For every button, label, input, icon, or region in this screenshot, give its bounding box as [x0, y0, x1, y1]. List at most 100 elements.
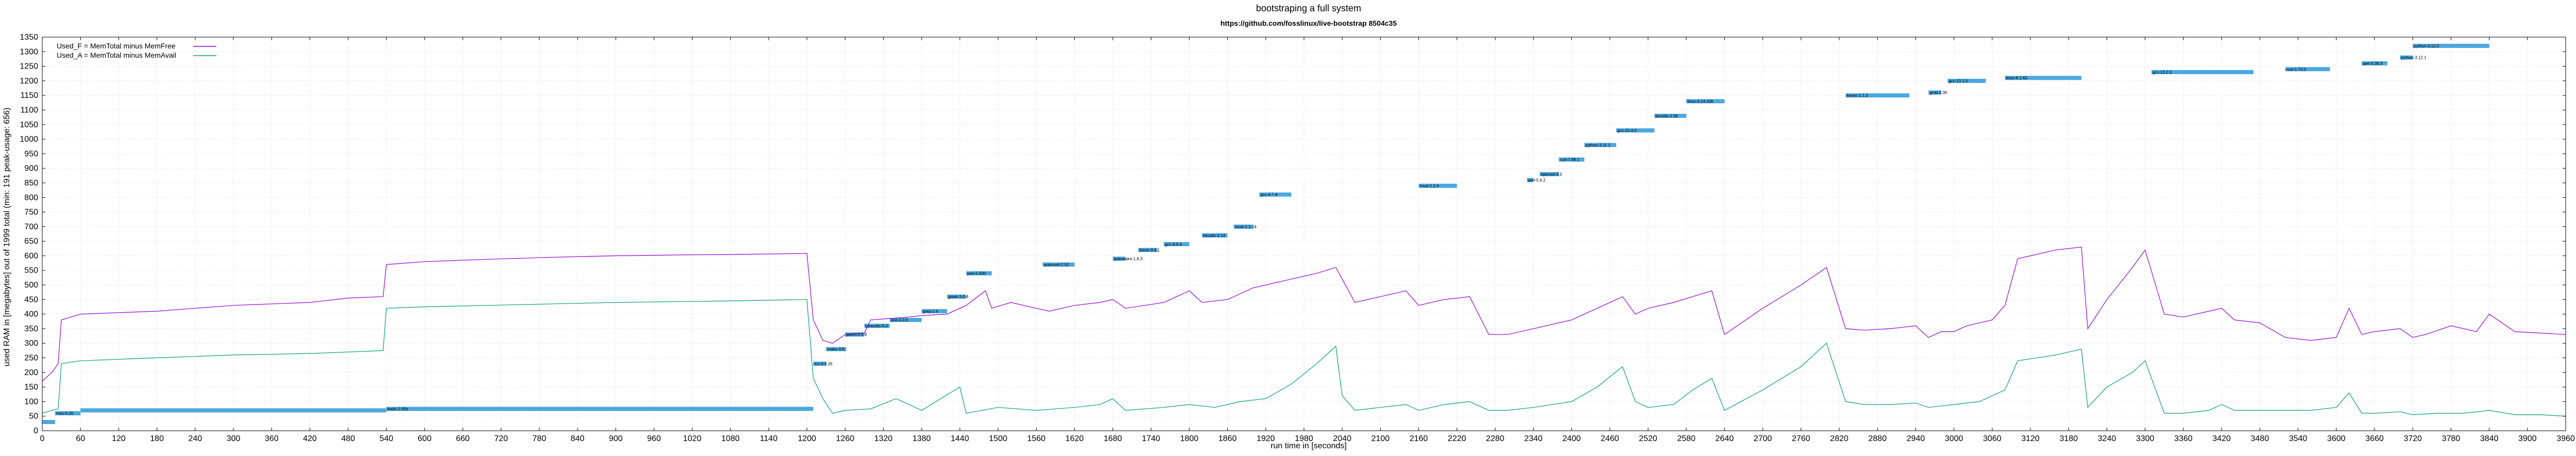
x-tick-label: 1320: [874, 434, 893, 443]
build-step-label: gcc-10.4.0: [1617, 128, 1637, 133]
build-step-bar: [921, 309, 947, 313]
build-step-bar: [2005, 76, 2081, 80]
build-step-bar: [386, 407, 814, 411]
build-step-label: perl-5.6.2: [1528, 178, 1546, 182]
x-tick-label: 60: [76, 434, 85, 443]
x-tick-label: 2460: [1601, 434, 1619, 443]
x-tick-label: 2640: [1716, 434, 1734, 443]
build-step-bar: [845, 332, 865, 337]
x-tick-label: 900: [609, 434, 623, 443]
x-tick-label: 2760: [1792, 434, 1810, 443]
build-step-label: tcc-0.9.26: [815, 362, 833, 366]
build-step-bar: [1947, 78, 1986, 83]
x-tick-label: 2280: [1486, 434, 1504, 443]
x-tick-label: 1200: [798, 434, 816, 443]
build-step-bar: [1527, 178, 1534, 182]
x-tick-label: 2400: [1563, 434, 1581, 443]
y-tick-label: 300: [24, 339, 38, 348]
y-tick-label: 1100: [21, 106, 39, 114]
x-tick-label: 3600: [2327, 434, 2346, 443]
y-tick-label: 1200: [20, 77, 38, 86]
build-step-bar: [1584, 143, 1617, 147]
y-tick-label: 950: [24, 149, 38, 158]
y-tick-label: 350: [24, 325, 38, 333]
y-tick-label: 450: [24, 295, 38, 304]
build-step-label: grub-2.06: [1929, 91, 1947, 95]
build-step-bar: [966, 271, 992, 276]
build-step-label: gcc-4.0.4: [1165, 242, 1182, 247]
y-tick-label: 1150: [21, 91, 39, 100]
x-tick-label: 2040: [1333, 434, 1351, 443]
build-step-label: gcc-13.1.0: [1948, 79, 1968, 83]
build-step-label: python-3.12.1: [2401, 56, 2426, 60]
x-tick-label: 3420: [2212, 434, 2231, 443]
build-step-label: musl-1.2.4: [1420, 184, 1439, 189]
x-tick-label: 360: [265, 434, 279, 443]
x-tick-label: 3180: [2059, 434, 2078, 443]
x-tick-label: 1980: [1295, 434, 1313, 443]
build-step-label: python-3.12.0: [2414, 44, 2439, 48]
x-tick-label: 3840: [2480, 434, 2499, 443]
build-step-label: perl-5.36.3: [2363, 61, 2383, 66]
build-step-bar: [2400, 55, 2413, 60]
x-tick-label: 420: [303, 434, 317, 443]
build-step-bar: [2413, 43, 2489, 48]
build-step-label: bison-3.4.1: [1139, 248, 1160, 252]
build-step-bar: [1259, 192, 1292, 197]
x-tick-label: 1800: [1180, 434, 1199, 443]
x-tick-label: 3000: [1945, 434, 1963, 443]
x-tick-label: 2700: [1754, 434, 1772, 443]
y-tick-label: 700: [24, 223, 38, 231]
build-step-label: linux-4.14.336: [1687, 99, 1714, 104]
build-step-label: gawk-3.0.4: [948, 295, 969, 299]
build-step-bar: [1928, 90, 1941, 95]
bar-labels: mes-0.26 bash-2.05b tcc-0.9.26 make-3.82 pat…: [56, 44, 2439, 416]
axes: 0 60 120 180 240 300 360 420 480 540 600 660 720 780 8…: [20, 33, 2574, 443]
x-tick-label: 840: [571, 434, 585, 443]
build-step-label: autoconf-2.52: [1044, 262, 1069, 267]
build-step-bar: [1558, 157, 1585, 162]
build-step-label: grep-2.4: [923, 309, 938, 314]
x-tick-label: 1380: [912, 434, 931, 443]
x-tick-label: 1140: [760, 434, 778, 443]
x-tick-label: 1860: [1218, 434, 1237, 443]
y-tick-label: 650: [24, 237, 38, 246]
y-tick-label: 1000: [20, 135, 38, 144]
build-step-label: musl-1.1.24: [1235, 225, 1257, 229]
build-step-label: curl-7.88.1: [1560, 158, 1580, 162]
x-tick-label: 1560: [1027, 434, 1046, 443]
y-tick-label: 150: [24, 383, 38, 392]
y-tick-label: 600: [24, 251, 38, 260]
build-step-label: patch-2.5.9: [846, 332, 867, 337]
plot-frame: [42, 37, 2566, 431]
x-tick-label: 3960: [2556, 434, 2575, 443]
build-step-label: sed-4.0.9: [891, 318, 908, 323]
x-tick-label: 240: [188, 434, 202, 443]
x-tick-label: 3480: [2251, 434, 2269, 443]
build-step-bar: [1654, 113, 1687, 118]
y-tick-label: 50: [29, 412, 38, 421]
build-step-label: automake-1.6.3: [1114, 257, 1143, 261]
build-step-bar: [2151, 70, 2253, 74]
build-step-bar: [864, 324, 890, 328]
chart-title: bootstraping a full system: [1256, 3, 1361, 13]
build-step-bar: [1418, 183, 1457, 188]
x-tick-label: 960: [647, 434, 661, 443]
y-tick-label: 200: [24, 368, 38, 377]
build-step-bar: [1163, 242, 1190, 246]
build-step-bar: [1042, 262, 1075, 267]
x-tick-label: 2340: [1524, 434, 1543, 443]
build-step-label: perl-5.000: [967, 271, 986, 276]
build-step-bar: [947, 294, 967, 299]
y-tick-label: 400: [24, 310, 38, 319]
build-step-label: openssl-3.0: [1541, 172, 1563, 177]
build-step-bar: [1233, 224, 1253, 229]
x-tick-label: 3660: [2365, 434, 2384, 443]
x-tick-label: 480: [341, 434, 355, 443]
x-tick-label: 3780: [2442, 434, 2461, 443]
x-tick-label: 3120: [2021, 434, 2040, 443]
build-step-label: python-3.11.1: [1585, 143, 1611, 147]
y-tick-label: 850: [24, 179, 38, 188]
build-step-label: gcc-4.7.4: [1260, 193, 1277, 197]
